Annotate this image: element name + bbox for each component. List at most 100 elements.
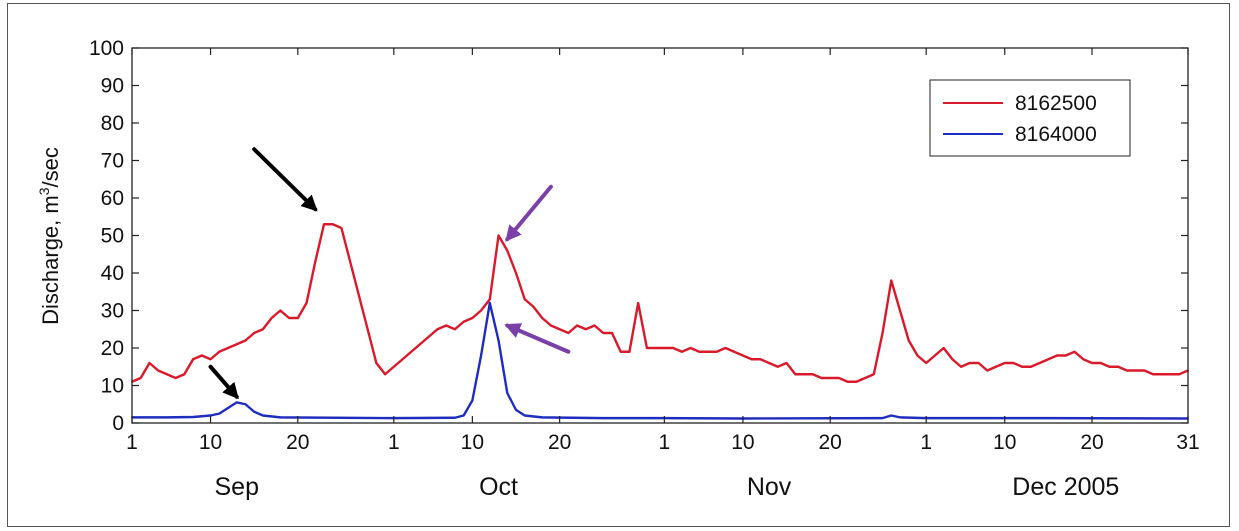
x-tick-label-5: 20 (548, 431, 571, 454)
data-point-8162500-36 (445, 324, 448, 327)
data-point-8162500-16 (270, 317, 273, 319)
data-point-8162500-105 (1047, 358, 1050, 361)
data-point-8162500-57 (628, 350, 631, 353)
data-point-8162500-62 (672, 347, 674, 349)
data-point-8164000-21 (541, 416, 544, 419)
data-point-8164000-2 (192, 416, 194, 418)
annotation-arrow-0 (252, 147, 318, 212)
data-point-8162500-86 (881, 332, 884, 334)
x-tick-label-10: 10 (993, 431, 1016, 454)
data-point-8162500-58 (637, 302, 640, 304)
month-label-2: Nov (747, 473, 792, 501)
data-point-8162500-100 (1003, 362, 1006, 364)
data-point-8162500-119 (1169, 373, 1172, 376)
y-axis-label-superscript: 3 (36, 187, 52, 195)
x-tick-label-0: 1 (126, 431, 138, 454)
figure-border (7, 3, 1230, 527)
data-point-8162500-87 (890, 279, 893, 282)
data-point-8162500-66 (707, 350, 709, 353)
y-tick-label-0: 0 (112, 412, 124, 435)
data-point-8162500-7 (192, 358, 194, 361)
data-point-8162500-24 (340, 227, 343, 229)
data-point-8162500-84 (864, 377, 866, 379)
data-point-8162500-61 (663, 347, 666, 349)
data-point-8164000-29 (1047, 417, 1050, 420)
data-point-8162500-18 (288, 317, 290, 319)
data-point-8162500-41 (488, 298, 491, 301)
data-point-8162500-1 (139, 377, 142, 379)
data-point-8162500-35 (436, 328, 439, 331)
data-point-8164000-18 (506, 392, 509, 394)
data-point-8162500-88 (899, 309, 901, 312)
data-point-8162500-50 (567, 332, 570, 334)
data-point-8162500-113 (1117, 365, 1120, 368)
data-point-8162500-69 (733, 350, 736, 353)
data-point-8162500-67 (715, 350, 718, 353)
data-point-8162500-34 (427, 335, 430, 338)
data-point-8162500-65 (698, 350, 701, 353)
data-point-8162500-82 (846, 380, 849, 383)
data-point-8162500-20 (305, 302, 308, 304)
x-tick-label-6: 1 (659, 431, 671, 454)
legend-box (929, 79, 1131, 157)
x-tick-label-2: 20 (286, 431, 309, 454)
data-point-8162500-47 (541, 317, 544, 319)
data-point-8162500-27 (366, 328, 369, 331)
x-tick-label-4: 10 (461, 431, 484, 454)
data-point-8164000-9 (262, 414, 264, 417)
data-point-8162500-19 (296, 317, 299, 319)
y-axis-label-main: Discharge, m (38, 195, 63, 325)
data-point-8162500-101 (1012, 362, 1015, 364)
data-point-8162500-95 (960, 365, 962, 368)
data-point-8162500-114 (1126, 369, 1128, 372)
data-point-8162500-109 (1082, 358, 1085, 361)
data-point-8162500-102 (1021, 365, 1024, 368)
data-point-8162500-38 (462, 320, 465, 323)
data-point-8164000-16 (488, 302, 491, 304)
month-label-1: Oct (479, 473, 518, 501)
data-point-8162500-43 (506, 249, 509, 252)
data-point-8162500-48 (550, 324, 552, 327)
data-point-8162500-116 (1143, 369, 1146, 372)
data-point-8162500-9 (209, 358, 212, 361)
data-point-8162500-4 (166, 373, 168, 376)
data-point-8162500-59 (646, 347, 648, 349)
x-tick-label-9: 1 (920, 431, 932, 454)
data-point-8162500-81 (838, 377, 840, 379)
data-point-8162500-32 (410, 350, 413, 353)
data-point-8164000-12 (454, 416, 456, 419)
data-point-8162500-118 (1160, 373, 1163, 376)
data-point-8162500-107 (1064, 354, 1067, 357)
data-point-8162500-73 (768, 362, 770, 364)
x-tick-label-8: 20 (819, 431, 842, 454)
data-point-8164000-3 (209, 414, 212, 417)
data-point-8162500-17 (279, 309, 282, 312)
data-point-8162500-39 (471, 317, 474, 319)
data-point-8162500-14 (253, 332, 256, 334)
series-line-8162500 (131, 223, 1189, 383)
data-point-8162500-89 (907, 339, 910, 342)
data-point-8162500-33 (419, 343, 421, 346)
data-point-8162500-111 (1099, 362, 1102, 364)
month-label-3: Dec 2005 (1012, 473, 1119, 501)
y-axis-label-unit: /sec (38, 147, 63, 187)
data-point-8162500-21 (314, 260, 317, 263)
data-point-8162500-63 (680, 350, 683, 353)
data-point-8164000-19 (515, 408, 517, 411)
x-tick-label-12: 31 (1176, 431, 1199, 454)
data-point-8164000-15 (480, 354, 482, 357)
data-point-8162500-71 (750, 358, 753, 361)
data-point-8162500-98 (986, 369, 989, 372)
y-tick-label-100: 100 (89, 37, 124, 60)
data-point-8162500-96 (968, 362, 971, 364)
data-point-8162500-99 (995, 365, 997, 368)
y-tick-label-20: 20 (101, 337, 124, 360)
data-point-8162500-90 (916, 354, 919, 357)
x-tick-label-7: 10 (731, 431, 754, 454)
data-point-8162500-28 (375, 362, 378, 364)
data-point-8162500-5 (174, 377, 177, 379)
data-point-8162500-53 (593, 324, 596, 327)
data-point-8162500-80 (829, 377, 832, 379)
